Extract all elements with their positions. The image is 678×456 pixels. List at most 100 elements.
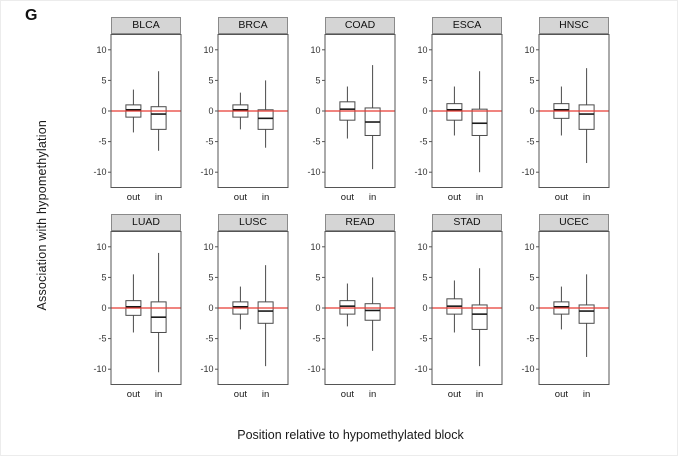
y-axis-tick-label: -10 <box>200 167 213 177</box>
panel-coad: COAD 10 5 0 -5 -10 out in <box>297 17 401 204</box>
x-axis-category-label-in: in <box>369 389 376 400</box>
panel-title: READ <box>325 214 395 231</box>
boxplot-box-in <box>578 104 595 130</box>
y-axis-tick-label: -5 <box>526 334 534 344</box>
panel-title: HNSC <box>539 17 609 34</box>
x-axis-category-label-out: out <box>555 192 569 203</box>
y-axis-tick-label: -5 <box>419 137 427 147</box>
y-axis-tick-label: 10 <box>96 242 106 252</box>
x-axis-category-label-in: in <box>476 192 483 203</box>
y-axis-tick-label: -10 <box>521 364 534 374</box>
y-axis-tick-label: -5 <box>205 334 213 344</box>
x-axis-category-label-out: out <box>448 192 462 203</box>
y-axis-tick-label: 0 <box>529 303 534 313</box>
y-axis-tick-label: 10 <box>96 45 106 55</box>
y-axis-tick-label: 10 <box>203 242 213 252</box>
y-axis-tick-label: 0 <box>208 303 213 313</box>
panel-stad: STAD 10 5 0 -5 -10 out in <box>404 214 508 401</box>
panel-ucec: UCEC 10 5 0 -5 -10 out in <box>511 214 615 401</box>
x-axis-category-label-out: out <box>448 389 462 400</box>
panel-letter-label: G <box>25 7 38 24</box>
y-axis-tick-label: 10 <box>524 45 534 55</box>
y-axis-tick-label: -5 <box>98 137 106 147</box>
boxplot-box-in <box>578 304 595 324</box>
x-axis-title: Position relative to hypomethylated bloc… <box>237 428 464 442</box>
x-axis-category-label-in: in <box>476 389 483 400</box>
panel-esca: ESCA 10 5 0 -5 -10 out in <box>404 17 508 204</box>
y-axis-title-wrap: Association with hypomethylation <box>33 11 51 419</box>
x-axis-category-label-out: out <box>555 389 569 400</box>
panel-plot: 10 5 0 -5 -10 out in <box>414 231 503 400</box>
panel-plot: 10 5 0 -5 -10 out in <box>307 231 396 400</box>
panel-plot: 10 5 0 -5 -10 out in <box>200 231 289 400</box>
y-axis-title: Association with hypomethylation <box>35 119 49 311</box>
y-axis-tick-label: -10 <box>414 364 427 374</box>
y-axis-tick-label: -10 <box>307 364 320 374</box>
y-axis-tick-label: -5 <box>312 137 320 147</box>
panel-blca: BLCA 10 5 0 -5 -10 out in <box>83 17 187 204</box>
y-axis-tick-label: 5 <box>101 272 106 282</box>
y-axis-tick-label: 5 <box>315 75 320 85</box>
y-axis-tick-label: 5 <box>422 75 427 85</box>
y-axis-tick-label: 0 <box>422 303 427 313</box>
panel-brca: BRCA 10 5 0 -5 -10 out in <box>190 17 294 204</box>
panel-luad: LUAD 10 5 0 -5 -10 out in <box>83 214 187 401</box>
panel-plot: 10 5 0 -5 -10 out in <box>307 34 396 203</box>
y-axis-tick-label: 5 <box>101 75 106 85</box>
panel-title: BRCA <box>218 17 288 34</box>
x-axis-category-label-in: in <box>155 389 162 400</box>
x-axis-category-label-in: in <box>583 192 590 203</box>
x-axis-category-label-out: out <box>341 192 355 203</box>
panel-plot: 10 5 0 -5 -10 out in <box>521 231 610 400</box>
y-axis-tick-label: 0 <box>208 106 213 116</box>
y-axis-tick-label: -10 <box>414 167 427 177</box>
panel-plot: 10 5 0 -5 -10 out in <box>93 34 182 203</box>
y-axis-tick-label: -10 <box>200 364 213 374</box>
panel-title: BLCA <box>111 17 181 34</box>
boxplot-box-in <box>257 301 274 324</box>
panel-plot: 10 5 0 -5 -10 out in <box>93 231 182 400</box>
y-axis-tick-label: 10 <box>310 45 320 55</box>
panel-hnsc: HNSC 10 5 0 -5 -10 out in <box>511 17 615 204</box>
boxplot-box-in <box>150 106 167 130</box>
y-axis-tick-label: -5 <box>205 137 213 147</box>
y-axis-tick-label: -10 <box>307 167 320 177</box>
panel-title: STAD <box>432 214 502 231</box>
x-axis-category-label-in: in <box>262 389 269 400</box>
y-axis-tick-label: 5 <box>529 272 534 282</box>
panel-plot: 10 5 0 -5 -10 out in <box>414 34 503 203</box>
y-axis-tick-label: -10 <box>93 364 106 374</box>
panel-lusc: LUSC 10 5 0 -5 -10 out in <box>190 214 294 401</box>
boxplot-box-in <box>471 108 488 136</box>
panel-title: LUAD <box>111 214 181 231</box>
boxplot-box-in <box>471 304 488 330</box>
panel-title: COAD <box>325 17 395 34</box>
panel-title: ESCA <box>432 17 502 34</box>
boxplot-box-in <box>364 303 381 321</box>
y-axis-tick-label: 0 <box>101 106 106 116</box>
y-axis-tick-label: 5 <box>315 272 320 282</box>
panel-title: LUSC <box>218 214 288 231</box>
y-axis-tick-label: 0 <box>422 106 427 116</box>
x-axis-category-label-in: in <box>369 192 376 203</box>
x-axis-category-label-out: out <box>341 389 355 400</box>
panel-plot: 10 5 0 -5 -10 out in <box>200 34 289 203</box>
y-axis-tick-label: -10 <box>521 167 534 177</box>
y-axis-tick-label: 10 <box>203 45 213 55</box>
x-axis-category-label-out: out <box>234 389 248 400</box>
panel-read: READ 10 5 0 -5 -10 out in <box>297 214 401 401</box>
y-axis-tick-label: 0 <box>101 303 106 313</box>
y-axis-tick-label: 10 <box>417 242 427 252</box>
panels-grid: BLCA 10 5 0 -5 -10 out in BRCA 10 5 0 -5 -10 out in COAD… <box>83 17 618 401</box>
y-axis-tick-label: 5 <box>422 272 427 282</box>
y-axis-tick-label: 5 <box>529 75 534 85</box>
panel-plot: 10 5 0 -5 -10 out in <box>521 34 610 203</box>
y-axis-tick-label: -5 <box>98 334 106 344</box>
y-axis-tick-label: 5 <box>208 272 213 282</box>
y-axis-tick-label: -5 <box>419 334 427 344</box>
y-axis-tick-label: 5 <box>208 75 213 85</box>
boxplot-box-out <box>446 103 463 121</box>
x-axis-category-label-out: out <box>234 192 248 203</box>
y-axis-tick-label: 10 <box>524 242 534 252</box>
